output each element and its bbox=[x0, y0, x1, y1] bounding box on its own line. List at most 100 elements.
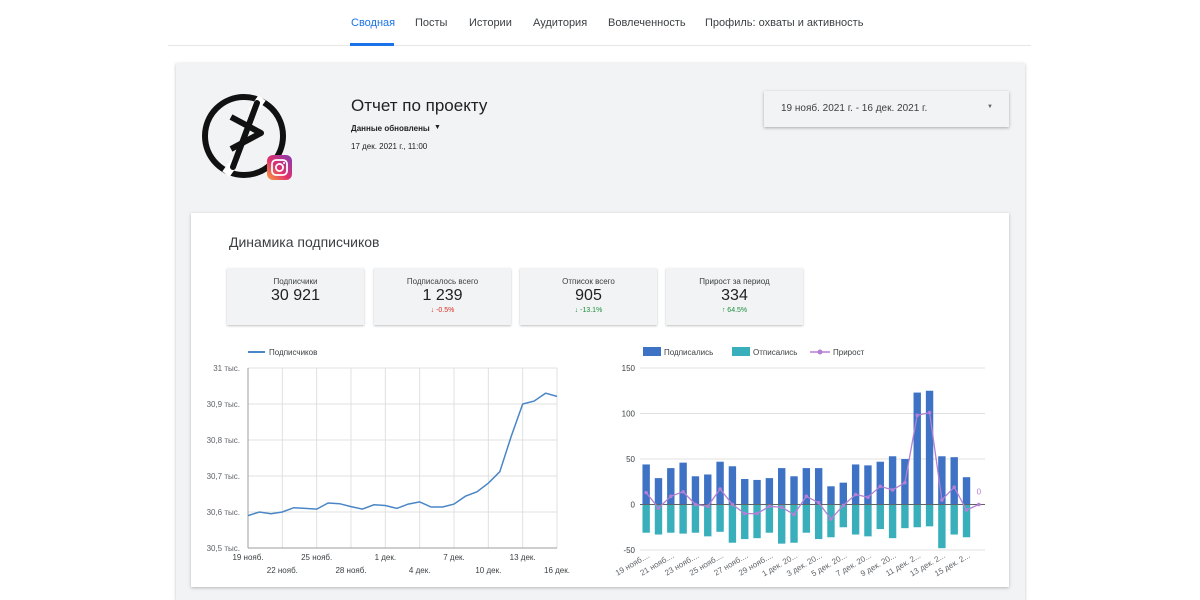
bar-subscribed bbox=[778, 468, 786, 505]
bar-unsubscribed bbox=[802, 504, 811, 533]
growth-point bbox=[656, 506, 661, 510]
bar-unsubscribed bbox=[753, 504, 761, 539]
tab-profile-reach[interactable]: Профиль: охваты и активность bbox=[705, 17, 864, 29]
bar-subscribed bbox=[753, 479, 761, 505]
growth-point bbox=[829, 517, 833, 521]
bar-subscribed bbox=[691, 476, 700, 505]
bar-subscribed bbox=[642, 464, 650, 505]
tab-posts[interactable]: Посты bbox=[415, 17, 448, 29]
growth-point bbox=[792, 512, 796, 517]
kpi-subscribed-total: Подписалось всего 1 239 ↓ -0.5% bbox=[374, 268, 511, 325]
legend-swatch bbox=[732, 347, 750, 356]
caret-down-icon[interactable]: ▼ bbox=[434, 124, 441, 131]
x-tick-label: 10 дек. bbox=[475, 566, 501, 575]
tab-engagement[interactable]: Вовлеченность bbox=[608, 17, 686, 29]
bar-unsubscribed bbox=[642, 504, 650, 533]
bar-subscribed bbox=[950, 457, 958, 505]
x-tick-label: 1 дек. bbox=[375, 553, 397, 562]
tab-summary[interactable]: Сводная bbox=[351, 17, 396, 29]
instagram-icon-frame bbox=[271, 159, 288, 176]
active-tab-indicator bbox=[350, 43, 394, 46]
arrow-down-icon: ↓ bbox=[430, 307, 435, 314]
section-title: Динамика подписчиков bbox=[229, 234, 380, 250]
x-tick-label: 7 дек. bbox=[443, 553, 465, 562]
y-tick-label: 100 bbox=[622, 410, 636, 419]
kpi-unsubscribed-total: Отписок всего 905 ↓ -13.1% bbox=[520, 268, 657, 325]
kpi-delta: ↓ -0.5% bbox=[430, 307, 455, 314]
tab-audience[interactable]: Аудитория bbox=[533, 17, 588, 29]
growth-point bbox=[693, 502, 698, 507]
x-tick-label: 16 дек. bbox=[544, 566, 570, 575]
growth-point bbox=[730, 502, 735, 507]
kpi-delta: ↑ 64.5% bbox=[721, 307, 748, 314]
report-title: Отчет по проекту bbox=[351, 96, 488, 115]
bar-subscribed bbox=[876, 461, 884, 505]
data-updated-date: 17 дек. 2021 г., 11:00 bbox=[351, 142, 428, 151]
y-tick-label: 50 bbox=[626, 455, 635, 464]
bar-subscribed bbox=[962, 477, 971, 505]
bar-unsubscribed bbox=[839, 504, 847, 528]
bar-subscribed bbox=[704, 474, 712, 505]
bar-unsubscribed bbox=[679, 504, 687, 534]
legend-swatch bbox=[643, 347, 661, 356]
legend-label: Подписчиков bbox=[269, 348, 317, 357]
bar-subscribed bbox=[864, 465, 872, 505]
y-tick-label: 31 тыс. bbox=[213, 364, 240, 373]
growth-point bbox=[644, 490, 648, 495]
series-line-growth bbox=[645, 411, 980, 521]
arrow-up-icon: ↑ bbox=[721, 307, 726, 314]
kpi-value: 30 921 bbox=[271, 287, 320, 304]
bar-unsubscribed bbox=[962, 504, 971, 538]
x-tick-label: 22 нояб. bbox=[267, 566, 298, 575]
bar-subscribed bbox=[728, 466, 737, 505]
bar-subscribed bbox=[790, 476, 798, 505]
growth-point bbox=[964, 508, 969, 512]
date-range-selector[interactable]: 19 нояб. 2021 г. - 16 дек. 2021 г. ▼ bbox=[764, 91, 1009, 127]
bar-unsubscribed bbox=[888, 504, 897, 539]
growth-point bbox=[804, 494, 809, 499]
bar-unsubscribed bbox=[704, 504, 712, 537]
bar-subscribed bbox=[741, 479, 749, 505]
bar-subscribed bbox=[913, 392, 921, 505]
bar-unsubscribed bbox=[716, 504, 724, 532]
growth-point bbox=[767, 504, 772, 509]
growth-point bbox=[866, 495, 870, 500]
growth-point bbox=[915, 413, 920, 418]
growth-point bbox=[903, 480, 907, 485]
x-tick-label: 4 дек. bbox=[409, 566, 431, 575]
y-tick-label: 150 bbox=[622, 364, 636, 373]
bar-unsubscribed bbox=[790, 504, 798, 543]
bar-unsubscribed bbox=[691, 504, 700, 533]
y-tick-label: 30,6 тыс. bbox=[207, 508, 240, 517]
growth-point bbox=[816, 500, 821, 505]
y-tick-label: -50 bbox=[623, 546, 635, 555]
instagram-logo bbox=[202, 94, 292, 180]
caret-down-icon: ▼ bbox=[987, 104, 993, 110]
bar-unsubscribed bbox=[851, 504, 860, 535]
date-range-text: 19 нояб. 2021 г. - 16 дек. 2021 г. bbox=[781, 103, 928, 114]
growth-point bbox=[927, 410, 932, 415]
logo-slash bbox=[230, 100, 260, 170]
y-tick-label: 30,7 тыс. bbox=[207, 472, 240, 481]
bar-unsubscribed bbox=[901, 504, 909, 529]
logo-ring bbox=[202, 94, 286, 178]
bar-unsubscribed bbox=[778, 504, 786, 544]
bar-subscribed bbox=[925, 390, 934, 505]
data-label: 0 bbox=[977, 488, 982, 497]
growth-point bbox=[669, 494, 673, 499]
x-tick-label: 28 нояб. bbox=[335, 566, 366, 575]
kpi-growth-period: Прирост за период 334 ↑ 64.5% bbox=[666, 268, 803, 325]
growth-point bbox=[779, 505, 784, 510]
tab-stories[interactable]: Истории bbox=[469, 17, 512, 29]
legend-label: Подписались bbox=[664, 348, 713, 357]
data-updated-label[interactable]: Данные обновлены bbox=[351, 124, 430, 133]
y-tick-label: 30,9 тыс. bbox=[207, 400, 240, 409]
growth-point bbox=[952, 485, 956, 490]
kpi-delta: ↓ -13.1% bbox=[574, 307, 603, 314]
x-tick-label: 25 нояб. bbox=[301, 553, 332, 562]
bar-subscribed bbox=[765, 478, 774, 505]
bar-unsubscribed bbox=[950, 504, 958, 535]
bar-subscribed bbox=[851, 464, 860, 505]
bar-unsubscribed bbox=[667, 504, 675, 533]
